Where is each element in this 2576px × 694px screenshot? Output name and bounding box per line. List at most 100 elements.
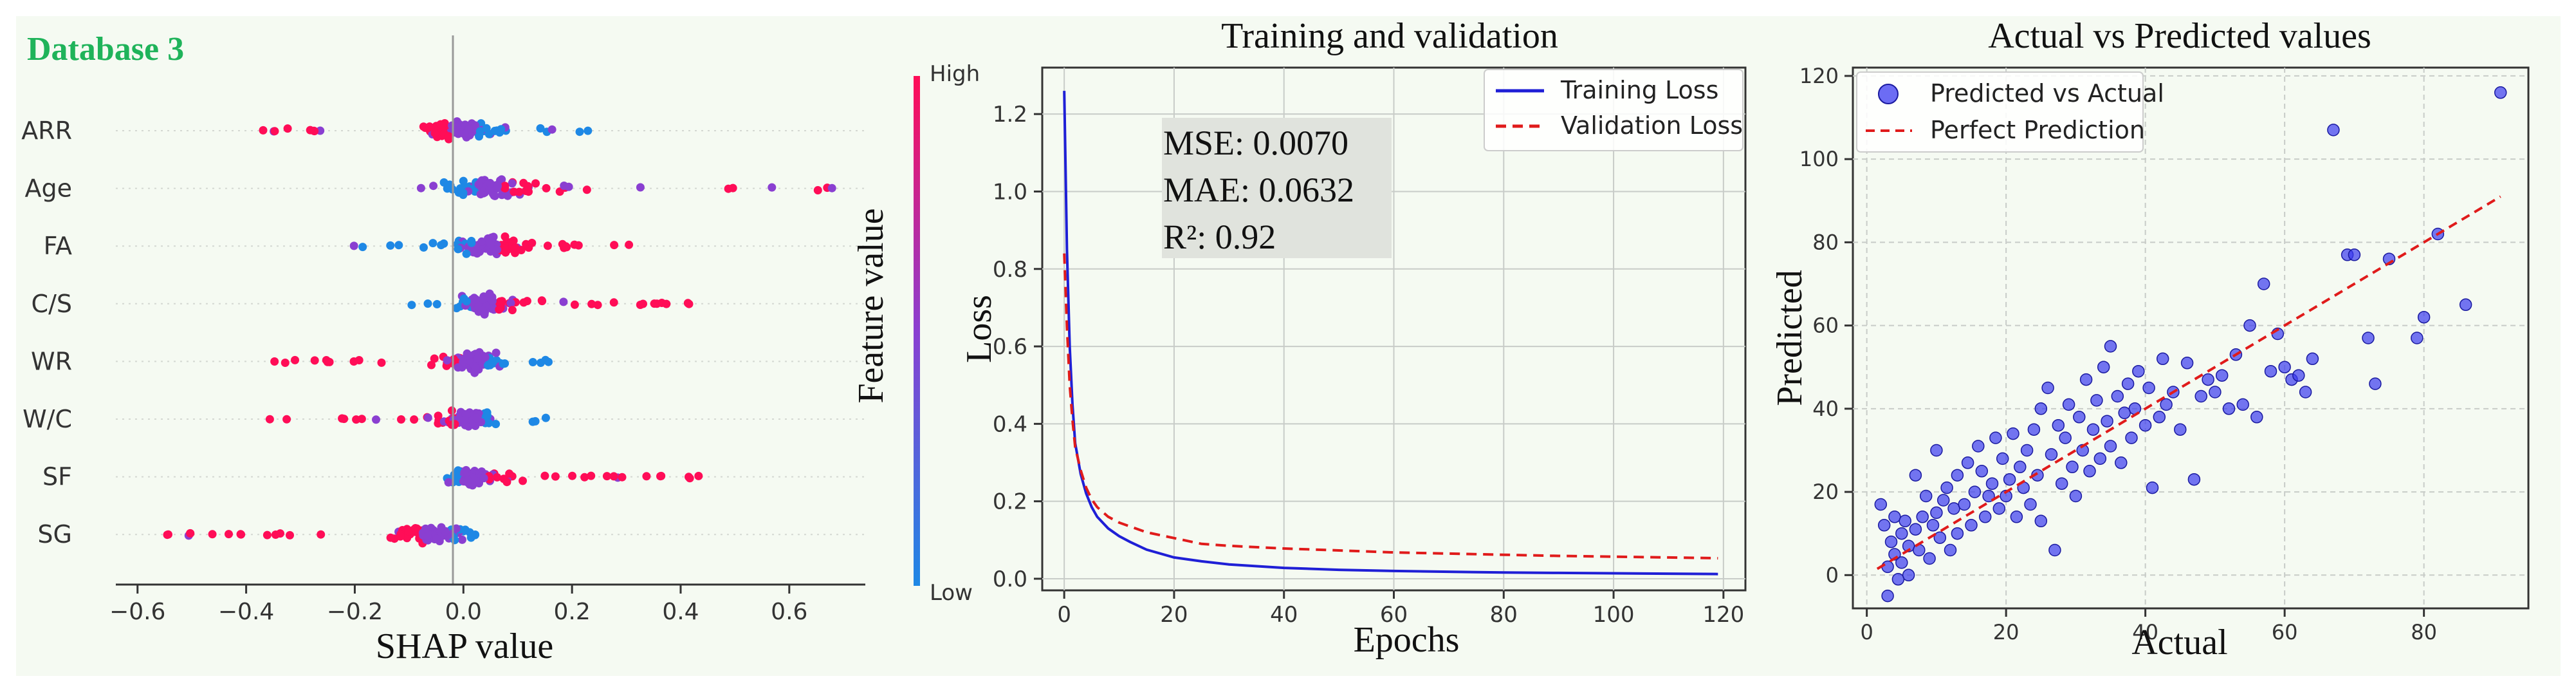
shap-point bbox=[575, 127, 584, 136]
shap-point bbox=[485, 289, 494, 298]
scatter-y-tick-label: 60 bbox=[1812, 314, 1839, 338]
shap-point bbox=[423, 299, 432, 308]
scatter-point bbox=[2299, 386, 2312, 399]
legend-points-label: Predicted vs Actual bbox=[1930, 79, 2164, 108]
shap-point bbox=[454, 245, 463, 254]
shap-point bbox=[609, 298, 618, 307]
shap-point bbox=[501, 232, 510, 241]
scatter-point bbox=[1961, 456, 1974, 469]
scatter-point bbox=[2118, 406, 2131, 420]
metric-mse: MSE: 0.0070 bbox=[1163, 124, 1348, 162]
shap-point bbox=[474, 180, 483, 189]
shap-point bbox=[528, 238, 537, 247]
shap-point bbox=[436, 120, 445, 129]
shap-point bbox=[495, 128, 504, 137]
scatter-point bbox=[2222, 402, 2236, 415]
shap-point bbox=[270, 357, 279, 366]
shap-point bbox=[540, 471, 549, 480]
shap-point bbox=[419, 122, 428, 131]
shap-x-tick-label: 0.0 bbox=[445, 599, 482, 625]
shap-point bbox=[338, 414, 347, 423]
scatter-point bbox=[2153, 411, 2166, 424]
scatter-point bbox=[1972, 440, 1985, 453]
shap-point bbox=[536, 124, 545, 133]
scatter-point bbox=[2041, 381, 2054, 395]
shap-point bbox=[609, 472, 618, 481]
scatter-point bbox=[1944, 543, 1957, 557]
shap-point bbox=[306, 126, 315, 135]
shap-point bbox=[728, 183, 737, 192]
scatter-point bbox=[1923, 552, 1936, 565]
scatter-point bbox=[2369, 377, 2382, 390]
scatter-point bbox=[1891, 573, 1905, 586]
scatter-point bbox=[1951, 527, 1964, 540]
shap-point bbox=[508, 306, 517, 315]
shap-point bbox=[473, 354, 482, 363]
shap-point bbox=[459, 189, 468, 198]
scatter-point bbox=[1916, 511, 1929, 523]
scatter-point bbox=[1909, 469, 1922, 482]
shap-point bbox=[410, 415, 419, 424]
scatter-point bbox=[2146, 481, 2159, 494]
shap-point bbox=[768, 183, 777, 192]
scatter-point bbox=[2024, 498, 2037, 511]
panel-label: Database 3 bbox=[27, 31, 184, 68]
shap-point bbox=[547, 125, 557, 134]
shap-point bbox=[461, 410, 470, 419]
shap-point bbox=[444, 478, 453, 487]
scatter-y-tick-label: 20 bbox=[1812, 480, 1839, 504]
shap-point bbox=[271, 530, 280, 539]
scatter-point bbox=[1982, 489, 1995, 503]
shap-point bbox=[186, 529, 195, 538]
shap-feature-label: W/C bbox=[23, 405, 72, 433]
loss-x-tick-label: 60 bbox=[1380, 602, 1408, 628]
shap-point bbox=[476, 190, 485, 199]
shap-point bbox=[423, 413, 432, 422]
scatter-point bbox=[2121, 377, 2135, 390]
scatter-y-tick-label: 120 bbox=[1799, 64, 1839, 88]
loss-x-tick-label: 80 bbox=[1490, 602, 1518, 628]
loss-x-tick-label: 120 bbox=[1702, 602, 1744, 628]
shap-point bbox=[562, 243, 571, 252]
shap-point bbox=[477, 237, 486, 246]
shap-point bbox=[419, 243, 428, 252]
scatter-point bbox=[1996, 452, 2009, 465]
scatter-x-tick-label: 40 bbox=[2132, 620, 2158, 644]
shap-point bbox=[259, 126, 268, 135]
shap-point bbox=[454, 363, 463, 372]
scatter-point bbox=[1968, 485, 1982, 498]
colorbar-title: Feature value bbox=[851, 208, 891, 403]
shap-point bbox=[485, 185, 494, 194]
shap-point bbox=[531, 417, 540, 426]
shap-point bbox=[452, 304, 461, 313]
scatter-point bbox=[2079, 373, 2093, 386]
shap-point bbox=[493, 245, 502, 254]
shap-point bbox=[432, 534, 441, 543]
shap-point bbox=[310, 356, 319, 365]
shap-point bbox=[352, 415, 361, 424]
scatter-y-tick-label: 0 bbox=[1826, 563, 1839, 587]
scatter-grid bbox=[1853, 68, 2528, 608]
shap-point bbox=[450, 420, 459, 429]
shap-point bbox=[358, 243, 367, 252]
loss-panel: Training and validation 0 20 40 60 80 100 1200… bbox=[959, 16, 1747, 660]
shap-x-tick-label: −0.2 bbox=[327, 599, 383, 625]
scatter-point bbox=[2104, 440, 2117, 453]
scatter-point bbox=[2076, 444, 2089, 457]
scatter-point bbox=[1874, 498, 1888, 511]
scatter-point bbox=[2417, 310, 2431, 324]
shap-panel: Database 3 ARR Age FA C/S WR W/C SF SG −0.6 −0.4… bbox=[21, 31, 980, 666]
colorbar bbox=[914, 76, 920, 586]
scatter-legend bbox=[1856, 71, 2144, 153]
shap-point bbox=[460, 468, 469, 477]
scatter-point bbox=[1965, 519, 1978, 532]
shap-point bbox=[484, 361, 492, 370]
shap-point bbox=[479, 474, 488, 483]
loss-y-tick-label: 1.0 bbox=[993, 179, 1027, 205]
scatter-point bbox=[1992, 502, 2006, 515]
shap-point bbox=[467, 530, 476, 539]
shap-point bbox=[427, 361, 436, 370]
scatter-x-label: Actual bbox=[2131, 623, 2227, 662]
scatter-point bbox=[1985, 477, 1999, 490]
